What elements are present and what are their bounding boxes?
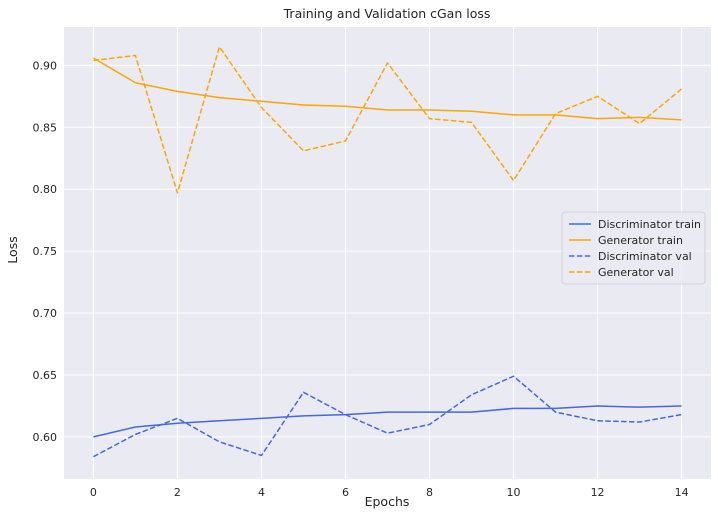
legend-label: Generator train bbox=[598, 234, 683, 247]
y-tick-label: 0.80 bbox=[33, 183, 58, 196]
legend-box bbox=[561, 211, 706, 285]
y-tick-label: 0.85 bbox=[33, 121, 58, 134]
grid bbox=[64, 27, 711, 479]
legend-label: Discriminator val bbox=[598, 250, 692, 263]
x-tick-label: 8 bbox=[426, 486, 433, 499]
x-tick-labels: 0 2 4 6 8 10 12 14 bbox=[90, 486, 689, 499]
y-tick-label: 0.75 bbox=[33, 245, 58, 258]
x-tick-label: 0 bbox=[90, 486, 97, 499]
y-tick-label: 0.60 bbox=[33, 431, 58, 444]
y-axis-label: Loss bbox=[5, 236, 20, 263]
chart-title: Training and Validation cGan loss bbox=[283, 6, 491, 21]
series-lines bbox=[93, 46, 683, 458]
series-line bbox=[93, 46, 683, 194]
legend-label: Discriminator train bbox=[598, 218, 701, 231]
x-axis-label: Epochs bbox=[365, 494, 410, 509]
y-tick-label: 0.65 bbox=[33, 369, 58, 382]
y-tick-label: 0.70 bbox=[33, 307, 58, 320]
x-tick-label: 10 bbox=[507, 486, 521, 499]
x-tick-label: 6 bbox=[342, 486, 349, 499]
y-tick-label: 0.90 bbox=[33, 59, 58, 72]
x-tick-label: 14 bbox=[675, 486, 689, 499]
legend-label: Generator val bbox=[598, 266, 674, 279]
series-line bbox=[93, 405, 682, 438]
series-line bbox=[93, 375, 682, 458]
y-tick-labels: 0.60 0.65 0.70 0.75 0.80 0.85 0.90 bbox=[33, 59, 58, 444]
x-tick-label: 2 bbox=[174, 486, 181, 499]
x-tick-label: 4 bbox=[258, 486, 265, 499]
x-tick-label: 12 bbox=[591, 486, 605, 499]
series-line bbox=[93, 57, 682, 121]
legend: Discriminator train Generator train Discri… bbox=[561, 211, 706, 285]
